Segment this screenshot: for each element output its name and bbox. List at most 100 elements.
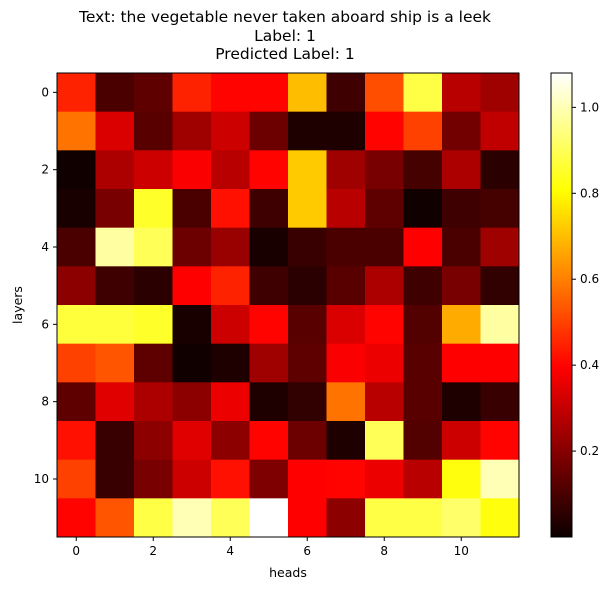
x-tick-label: 10: [454, 544, 469, 558]
heatmap-cell: [134, 382, 173, 422]
heatmap-cell: [442, 150, 481, 190]
chart-title-line-3: Predicted Label: 1: [215, 45, 355, 63]
y-tick-label: 8: [41, 395, 49, 409]
heatmap-cell: [95, 111, 135, 151]
heatmap-cell: [480, 382, 520, 422]
x-tick-label: 8: [380, 544, 388, 558]
heatmap-cell: [403, 459, 443, 499]
heatmap-cell: [249, 150, 289, 190]
heatmap-cell: [326, 343, 366, 383]
heatmap-cell: [57, 266, 96, 306]
heatmap-cell: [442, 343, 481, 383]
heatmap-cell: [95, 382, 135, 422]
heatmap-cell: [57, 111, 96, 151]
heatmap-cell: [211, 421, 250, 461]
heatmap-cell: [172, 498, 212, 538]
heatmap-cell: [288, 459, 327, 499]
heatmap-cell: [480, 189, 520, 229]
heatmap-cell: [211, 266, 250, 306]
heatmap-cell: [249, 266, 289, 306]
heatmap-cell: [365, 305, 404, 345]
heatmap-cell: [480, 498, 520, 538]
heatmap-cell: [480, 305, 520, 345]
heatmap-cell: [134, 111, 173, 151]
heatmap-cell: [365, 111, 404, 151]
heatmap-cell: [172, 111, 212, 151]
heatmap-cell: [95, 459, 135, 499]
heatmap-cell: [249, 111, 289, 151]
heatmap-cell: [442, 305, 481, 345]
y-tick-label: 10: [34, 472, 49, 486]
heatmap-cell: [403, 111, 443, 151]
heatmap-cell: [288, 382, 327, 422]
heatmap-cell: [442, 498, 481, 538]
heatmap-cell: [365, 459, 404, 499]
heatmap-cell: [172, 266, 212, 306]
heatmap-cell: [403, 382, 443, 422]
heatmap-cell: [172, 227, 212, 267]
heatmap-cell: [365, 498, 404, 538]
y-tick-label: 6: [41, 317, 49, 331]
heatmap-cell: [249, 305, 289, 345]
x-tick-label: 0: [72, 544, 80, 558]
heatmap-cell: [172, 421, 212, 461]
heatmap-cell: [134, 498, 173, 538]
colorbar-tick-label: 0.6: [580, 272, 599, 286]
heatmap-cell: [326, 150, 366, 190]
x-axis: 0 2 4 6 8 10: [72, 537, 469, 558]
heatmap-cell: [442, 266, 481, 306]
heatmap-cell: [442, 421, 481, 461]
heatmap-cell: [480, 150, 520, 190]
x-tick-label: 2: [149, 544, 157, 558]
heatmap-cell: [211, 73, 250, 113]
heatmap-cell: [403, 227, 443, 267]
plot-frame: [56, 72, 520, 538]
heatmap-cell: [249, 343, 289, 383]
x-tick-label: 4: [226, 544, 234, 558]
heatmap-cell: [365, 266, 404, 306]
y-tick-label: 4: [41, 240, 49, 254]
heatmap-cell: [365, 382, 404, 422]
heatmap-cell: [288, 73, 327, 113]
heatmap-cell: [442, 111, 481, 151]
x-tick-label: 6: [303, 544, 311, 558]
heatmap-cell: [211, 382, 250, 422]
heatmap-cell: [95, 73, 135, 113]
colorbar: [550, 72, 573, 538]
heatmap-cell: [211, 459, 250, 499]
heatmap-cell: [95, 343, 135, 383]
heatmap-cell: [480, 421, 520, 461]
heatmap-cell: [365, 227, 404, 267]
heatmap-cell: [249, 382, 289, 422]
heatmap-cell: [249, 227, 289, 267]
heatmap-cell: [403, 305, 443, 345]
heatmap-cell: [95, 305, 135, 345]
heatmap-cell: [57, 305, 96, 345]
heatmap-cell: [57, 498, 96, 538]
heatmap-cell: [57, 421, 96, 461]
heatmap-cell: [480, 111, 520, 151]
heatmap-cell: [288, 498, 327, 538]
heatmap-cell: [365, 343, 404, 383]
colorbar-axis: 0.2 0.4 0.6 0.8 1.0: [572, 100, 599, 458]
heatmap-cell: [249, 189, 289, 229]
heatmap-cell: [288, 421, 327, 461]
heatmap-cell: [249, 421, 289, 461]
heatmap-cell: [403, 266, 443, 306]
heatmap-cell: [172, 73, 212, 113]
heatmap-cell: [326, 305, 366, 345]
chart-title: Text: the vegetable never taken aboard s…: [0, 8, 570, 64]
heatmap-cell: [134, 266, 173, 306]
heatmap-cell: [403, 421, 443, 461]
heatmap-cell: [211, 305, 250, 345]
heatmap-cell: [326, 459, 366, 499]
heatmap-cell: [442, 459, 481, 499]
heatmap-cell: [403, 343, 443, 383]
colorbar-tick-label: 0.2: [580, 444, 599, 458]
heatmap-cell: [442, 227, 481, 267]
heatmap-cell: [134, 305, 173, 345]
heatmap-cell: [211, 150, 250, 190]
x-axis-label: heads: [269, 565, 307, 580]
heatmap-cell: [249, 73, 289, 113]
